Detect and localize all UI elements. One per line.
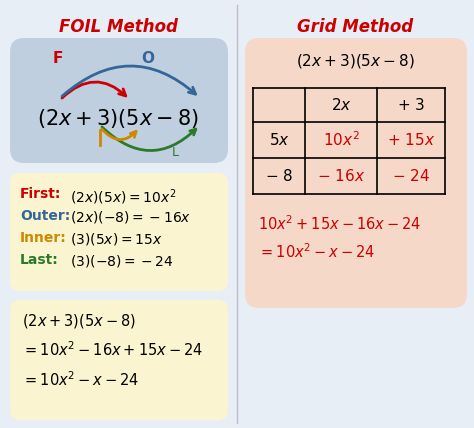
Text: $(2x)(5x)=10x^2$: $(2x)(5x)=10x^2$: [70, 187, 176, 207]
Text: $(2x+3)(5x-8)$: $(2x+3)(5x-8)$: [296, 52, 414, 70]
FancyArrowPatch shape: [62, 82, 126, 98]
Text: $-\ 24$: $-\ 24$: [392, 168, 430, 184]
FancyBboxPatch shape: [10, 300, 228, 420]
FancyArrowPatch shape: [102, 127, 196, 151]
Text: $(2x+3)(5x-8)$: $(2x+3)(5x-8)$: [37, 107, 199, 130]
Text: L: L: [172, 146, 179, 158]
Text: $10x^2$: $10x^2$: [323, 131, 359, 149]
Text: $10x^2+15x-16x-24$: $10x^2+15x-16x-24$: [258, 214, 421, 233]
Text: $-\ 16x$: $-\ 16x$: [317, 168, 365, 184]
Text: First:: First:: [20, 187, 61, 201]
Text: Last:: Last:: [20, 253, 59, 267]
Text: $2x$: $2x$: [330, 97, 351, 113]
Text: F: F: [53, 51, 63, 65]
Text: $(3)(-8)=-24$: $(3)(-8)=-24$: [70, 253, 174, 269]
Text: $(2x)(-8)=-16x$: $(2x)(-8)=-16x$: [70, 209, 191, 225]
Text: $(2x+3)(5x-8)$: $(2x+3)(5x-8)$: [22, 312, 136, 330]
Text: O: O: [142, 51, 155, 65]
FancyArrowPatch shape: [62, 66, 196, 96]
FancyBboxPatch shape: [10, 173, 228, 291]
Text: $(3)(5x)=15x$: $(3)(5x)=15x$: [70, 231, 163, 247]
Text: FOIL Method: FOIL Method: [59, 18, 177, 36]
Text: $+\ 3$: $+\ 3$: [397, 97, 425, 113]
Text: $5x$: $5x$: [269, 132, 290, 148]
Text: Outer:: Outer:: [20, 209, 70, 223]
Text: Grid Method: Grid Method: [297, 18, 413, 36]
Text: $=10x^2-x-24$: $=10x^2-x-24$: [258, 242, 375, 261]
Text: Inner:: Inner:: [20, 231, 67, 245]
Text: $+\ 15x$: $+\ 15x$: [387, 132, 435, 148]
FancyBboxPatch shape: [245, 38, 467, 308]
FancyBboxPatch shape: [10, 38, 228, 163]
FancyArrowPatch shape: [102, 129, 136, 140]
Text: $=10x^2-x-24$: $=10x^2-x-24$: [22, 370, 139, 389]
Text: $-\ 8$: $-\ 8$: [265, 168, 293, 184]
Text: $=10x^2-16x+15x-24$: $=10x^2-16x+15x-24$: [22, 340, 203, 359]
